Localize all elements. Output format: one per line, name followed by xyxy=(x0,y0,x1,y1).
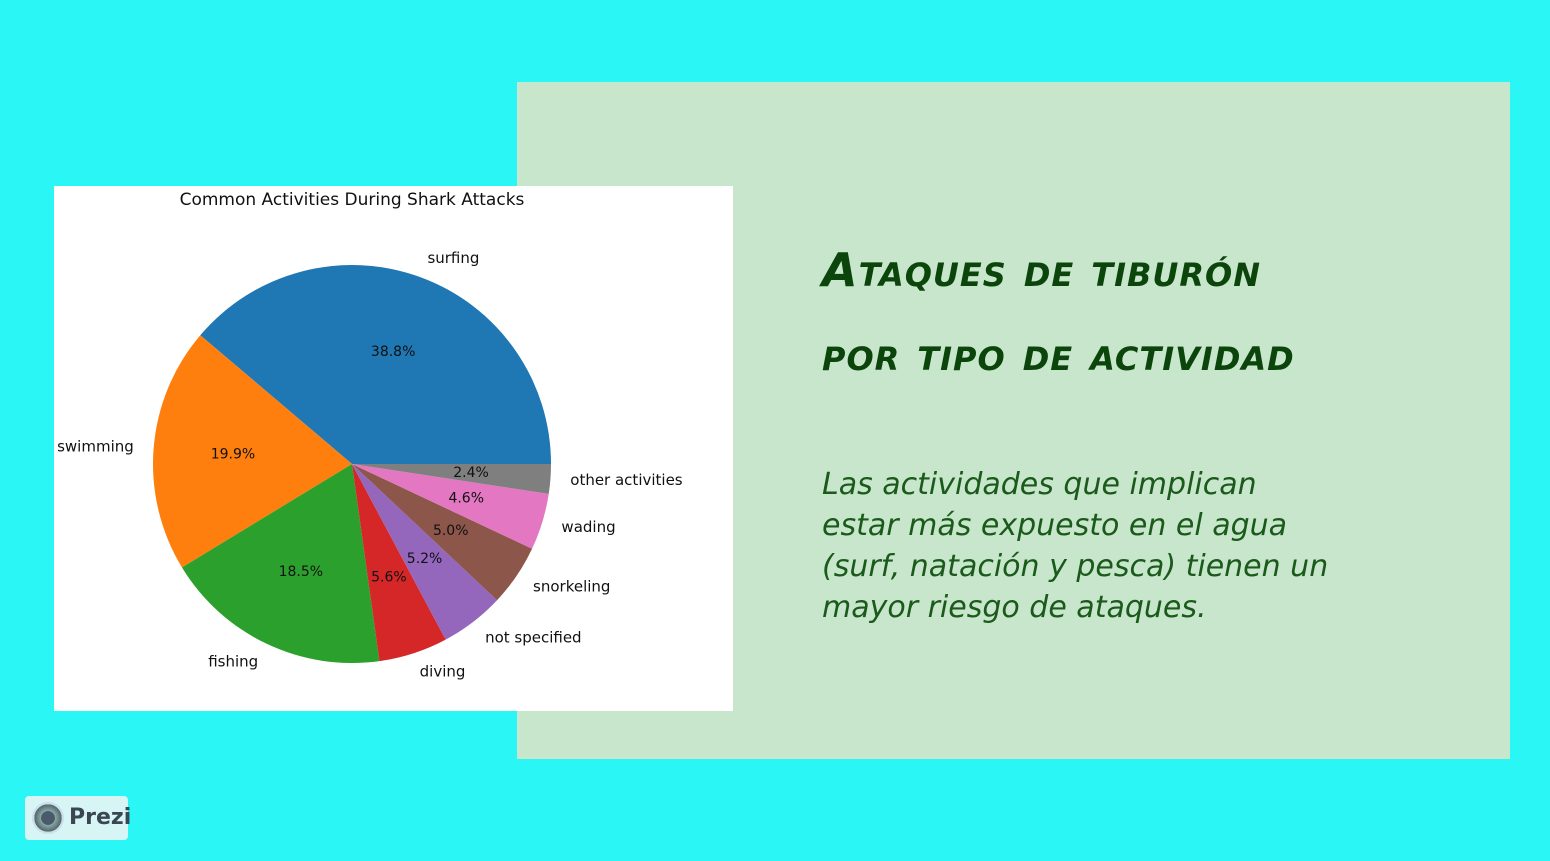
percent-label: 18.5% xyxy=(279,564,323,580)
slice-label: other activities xyxy=(570,471,683,489)
percent-label: 38.8% xyxy=(371,344,415,360)
slice-label: swimming xyxy=(57,437,134,455)
percent-label: 5.0% xyxy=(433,523,469,539)
pie-slice xyxy=(352,464,446,662)
pie-slice xyxy=(352,464,551,494)
logo-icon xyxy=(32,802,64,834)
percent-label: 2.4% xyxy=(453,465,489,481)
slice-label: wading xyxy=(561,518,615,536)
body-line: estar más expuesto en el agua xyxy=(822,508,1288,543)
pie-slice xyxy=(352,464,533,601)
pie-slice xyxy=(181,464,380,663)
pie-slice xyxy=(152,335,352,568)
body-line: mayor riesgo de ataques. xyxy=(822,590,1207,625)
pie-slice xyxy=(200,265,552,464)
chart-box: Common Activities During Shark Attacks s… xyxy=(54,186,733,711)
percent-label: 4.6% xyxy=(448,491,484,507)
slice-label: diving xyxy=(420,663,466,681)
slice-label: surfing xyxy=(427,249,479,267)
heading-line: Ataques de tiburón xyxy=(822,243,1261,297)
heading: Ataques de tiburón por tipo de actividad xyxy=(822,228,1295,396)
body-text: Las actividades que implican estar más e… xyxy=(822,464,1328,628)
percent-label: 19.9% xyxy=(211,447,255,463)
slice-label: not specified xyxy=(485,628,582,646)
logo-text: Prezi xyxy=(69,805,132,830)
chart: Common Activities During Shark Attacks s… xyxy=(57,190,683,681)
body-line: (surf, natación y pesca) tienen un xyxy=(822,549,1329,584)
heading-line: por tipo de actividad xyxy=(822,327,1295,381)
chart-title: Common Activities During Shark Attacks xyxy=(180,190,525,210)
body-line: Las actividades que implican xyxy=(822,467,1257,502)
slice-label: fishing xyxy=(208,652,258,670)
prezi-logo[interactable]: Prezi xyxy=(25,796,132,840)
pie-slice xyxy=(352,464,498,640)
percent-label: 5.6% xyxy=(371,570,407,586)
slice-label: snorkeling xyxy=(533,578,610,596)
percent-label: 5.2% xyxy=(407,551,443,567)
pie-slice xyxy=(352,464,549,549)
